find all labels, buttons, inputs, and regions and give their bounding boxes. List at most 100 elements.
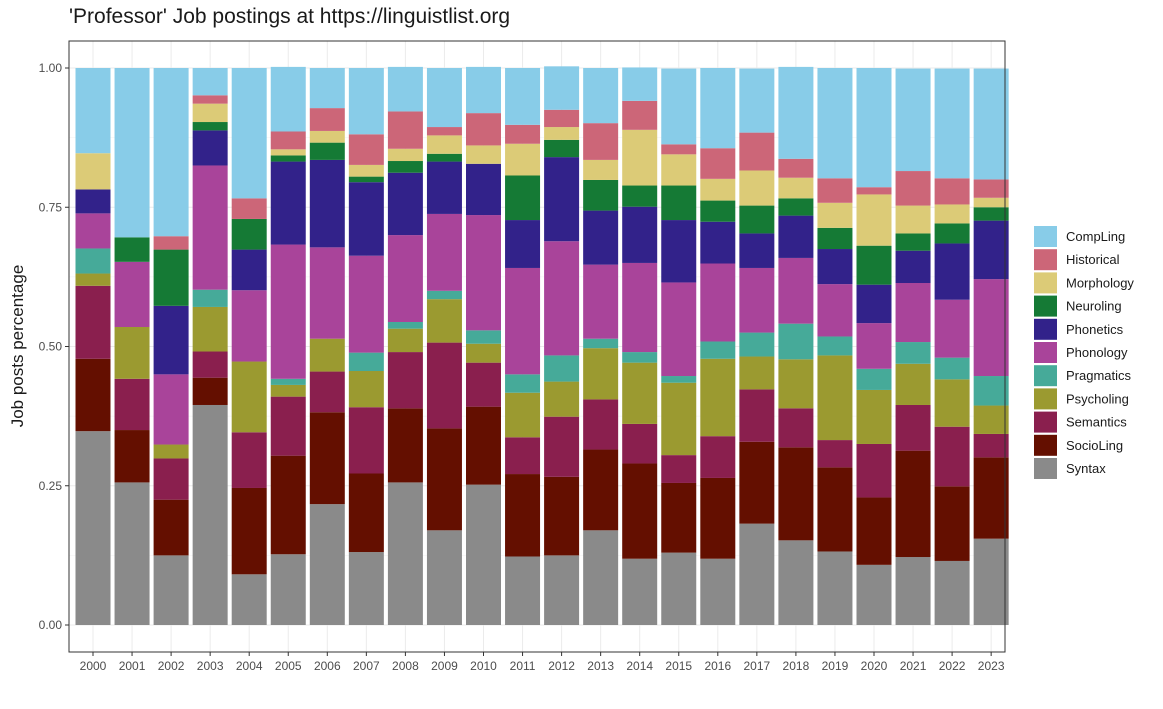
bar-segment-phonology-2020 xyxy=(856,323,892,369)
bar-segment-psycholing-2013 xyxy=(583,348,619,400)
bar-segment-compling-2017 xyxy=(739,68,775,133)
bar-segment-syntax-2006 xyxy=(309,504,345,625)
bar-segment-neuroling-2002 xyxy=(153,249,189,306)
legend-key-phonetics xyxy=(1034,318,1057,340)
bar-segment-phonetics-2003 xyxy=(192,130,228,166)
bar-segment-pragmatics-2014 xyxy=(622,352,658,363)
bar-segment-pragmatics-2000 xyxy=(75,248,111,274)
bar-segment-semantics-2005 xyxy=(270,396,306,456)
x-tick-label: 2006 xyxy=(314,659,341,673)
bar-segment-phonetics-2014 xyxy=(622,206,658,263)
bar-segment-syntax-2015 xyxy=(661,552,697,625)
bar-segment-morphology-2017 xyxy=(739,170,775,206)
bar-segment-neuroling-2019 xyxy=(817,227,853,250)
bar-segment-pragmatics-2018 xyxy=(778,323,814,360)
legend-label-compling: CompLing xyxy=(1066,229,1125,244)
x-tick-label: 2008 xyxy=(392,659,419,673)
bar-segment-morphology-2022 xyxy=(934,204,970,224)
bar-segment-historical-2002 xyxy=(153,236,189,250)
bar-segment-phonology-2005 xyxy=(270,244,306,379)
bar-segment-pragmatics-2005 xyxy=(270,378,306,385)
legend-label-syntax: Syntax xyxy=(1066,461,1106,476)
x-tick-label: 2007 xyxy=(353,659,380,673)
y-axis: 0.00 0.25 0.50 0.75 1.00 xyxy=(39,61,69,632)
bar-segment-semantics-2013 xyxy=(583,399,619,450)
bar-segment-socioling-2022 xyxy=(934,486,970,561)
bar-segment-phonology-2018 xyxy=(778,257,814,324)
x-tick-label: 2011 xyxy=(510,659,536,673)
bar-segment-historical-2013 xyxy=(583,123,619,160)
bar-segment-historical-2017 xyxy=(739,132,775,171)
legend-key-semantics xyxy=(1034,411,1057,433)
bar-segment-morphology-2020 xyxy=(856,194,892,246)
y-tick-label: 0.00 xyxy=(39,618,63,632)
bar-segment-historical-2005 xyxy=(270,131,306,150)
bar-segment-morphology-2013 xyxy=(583,159,619,180)
bar-segment-morphology-2014 xyxy=(622,129,658,186)
bar-segment-pragmatics-2015 xyxy=(661,376,697,383)
bar-segment-pragmatics-2013 xyxy=(583,338,619,349)
bar-segment-morphology-2008 xyxy=(387,148,423,162)
bar-segment-historical-2022 xyxy=(934,178,970,205)
bar-segment-socioling-2020 xyxy=(856,497,892,565)
bar-segment-phonetics-2020 xyxy=(856,284,892,324)
bar-segment-compling-2014 xyxy=(622,67,658,101)
x-tick-label: 2009 xyxy=(431,659,458,673)
bar-segment-historical-2006 xyxy=(309,108,345,131)
bar-segment-compling-2000 xyxy=(75,68,111,154)
bar-segment-pragmatics-2007 xyxy=(348,352,384,372)
x-tick-label: 2004 xyxy=(236,659,263,673)
bar-segment-socioling-2017 xyxy=(739,441,775,524)
bar-segment-socioling-2006 xyxy=(309,412,345,505)
legend-label-psycholing: Psycholing xyxy=(1066,391,1129,406)
bar-segment-semantics-2001 xyxy=(114,378,150,431)
bar-segment-neuroling-2009 xyxy=(426,153,462,162)
bar-segment-compling-2023 xyxy=(973,68,1009,180)
bar-segment-semantics-2022 xyxy=(934,426,970,487)
bar-segment-psycholing-2002 xyxy=(153,444,189,459)
bar-segment-socioling-2007 xyxy=(348,473,384,553)
bar-segment-compling-2012 xyxy=(544,66,580,110)
bar-segment-neuroling-2018 xyxy=(778,198,814,216)
bar-segment-psycholing-2007 xyxy=(348,371,384,408)
bar-segment-morphology-2016 xyxy=(700,178,736,201)
bar-segment-socioling-2001 xyxy=(114,430,150,483)
bar-segment-phonetics-2021 xyxy=(895,250,931,284)
x-tick-label: 2016 xyxy=(704,659,731,673)
bar-segment-phonetics-2011 xyxy=(505,220,541,268)
bar-segment-syntax-2008 xyxy=(387,482,423,625)
bar-segment-phonetics-2017 xyxy=(739,233,775,268)
bar-segment-phonetics-2016 xyxy=(700,221,736,264)
bar-segment-historical-2019 xyxy=(817,178,853,203)
legend-key-phonology xyxy=(1034,342,1057,363)
bar-segment-syntax-2009 xyxy=(426,530,462,625)
bar-segment-pragmatics-2009 xyxy=(426,290,462,300)
x-tick-label: 2013 xyxy=(587,659,614,673)
bar-segment-neuroling-2001 xyxy=(114,237,150,262)
bar-segment-syntax-2017 xyxy=(739,523,775,625)
legend-key-morphology xyxy=(1034,272,1057,294)
bars xyxy=(75,66,1009,625)
bar-segment-socioling-2018 xyxy=(778,447,814,541)
bar-segment-neuroling-2016 xyxy=(700,200,736,222)
bar-segment-phonology-2009 xyxy=(426,213,462,291)
bar-segment-neuroling-2005 xyxy=(270,155,306,162)
bar-segment-phonology-2008 xyxy=(387,235,423,322)
bar-segment-morphology-2012 xyxy=(544,127,580,140)
bar-segment-socioling-2011 xyxy=(505,474,541,557)
bar-segment-phonology-2015 xyxy=(661,282,697,377)
bar-segment-psycholing-2022 xyxy=(934,379,970,427)
x-tick-label: 2003 xyxy=(197,659,224,673)
bar-segment-phonology-2002 xyxy=(153,374,189,445)
bar-segment-phonetics-2002 xyxy=(153,305,189,375)
bar-segment-morphology-2019 xyxy=(817,202,853,228)
bar-segment-socioling-2004 xyxy=(231,487,267,575)
bar-segment-historical-2020 xyxy=(856,187,892,195)
bar-segment-neuroling-2003 xyxy=(192,122,228,131)
x-tick-label: 2012 xyxy=(548,659,575,673)
bar-segment-psycholing-2006 xyxy=(309,338,345,372)
bar-segment-compling-2001 xyxy=(114,68,150,238)
bar-segment-historical-2003 xyxy=(192,95,228,104)
bar-segment-socioling-2005 xyxy=(270,455,306,555)
bar-segment-compling-2008 xyxy=(387,66,423,112)
